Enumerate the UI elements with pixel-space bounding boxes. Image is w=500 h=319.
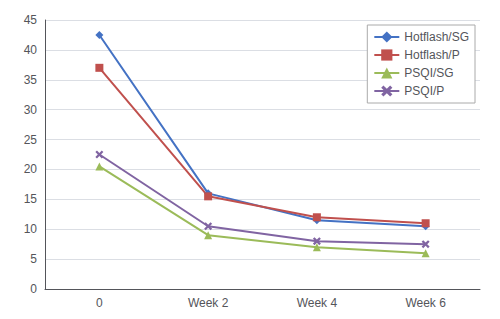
svg-text:Week 4: Week 4	[297, 296, 338, 310]
svg-text:45: 45	[24, 13, 38, 27]
svg-text:35: 35	[24, 73, 38, 87]
svg-text:5: 5	[30, 252, 37, 266]
svg-text:15: 15	[24, 192, 38, 206]
svg-text:Week 2: Week 2	[188, 296, 229, 310]
svg-text:Week 6: Week 6	[405, 296, 446, 310]
svg-text:PSQI/P: PSQI/P	[404, 84, 444, 98]
svg-text:25: 25	[24, 133, 38, 147]
svg-text:0: 0	[30, 282, 37, 296]
svg-text:20: 20	[24, 162, 38, 176]
svg-text:PSQI/SG: PSQI/SG	[404, 66, 453, 80]
svg-text:Hotflash/P: Hotflash/P	[404, 48, 459, 62]
svg-text:30: 30	[24, 103, 38, 117]
svg-text:Hotflash/SG: Hotflash/SG	[404, 30, 469, 44]
svg-text:10: 10	[24, 222, 38, 236]
svg-text:40: 40	[24, 43, 38, 57]
svg-text:0: 0	[96, 296, 103, 310]
